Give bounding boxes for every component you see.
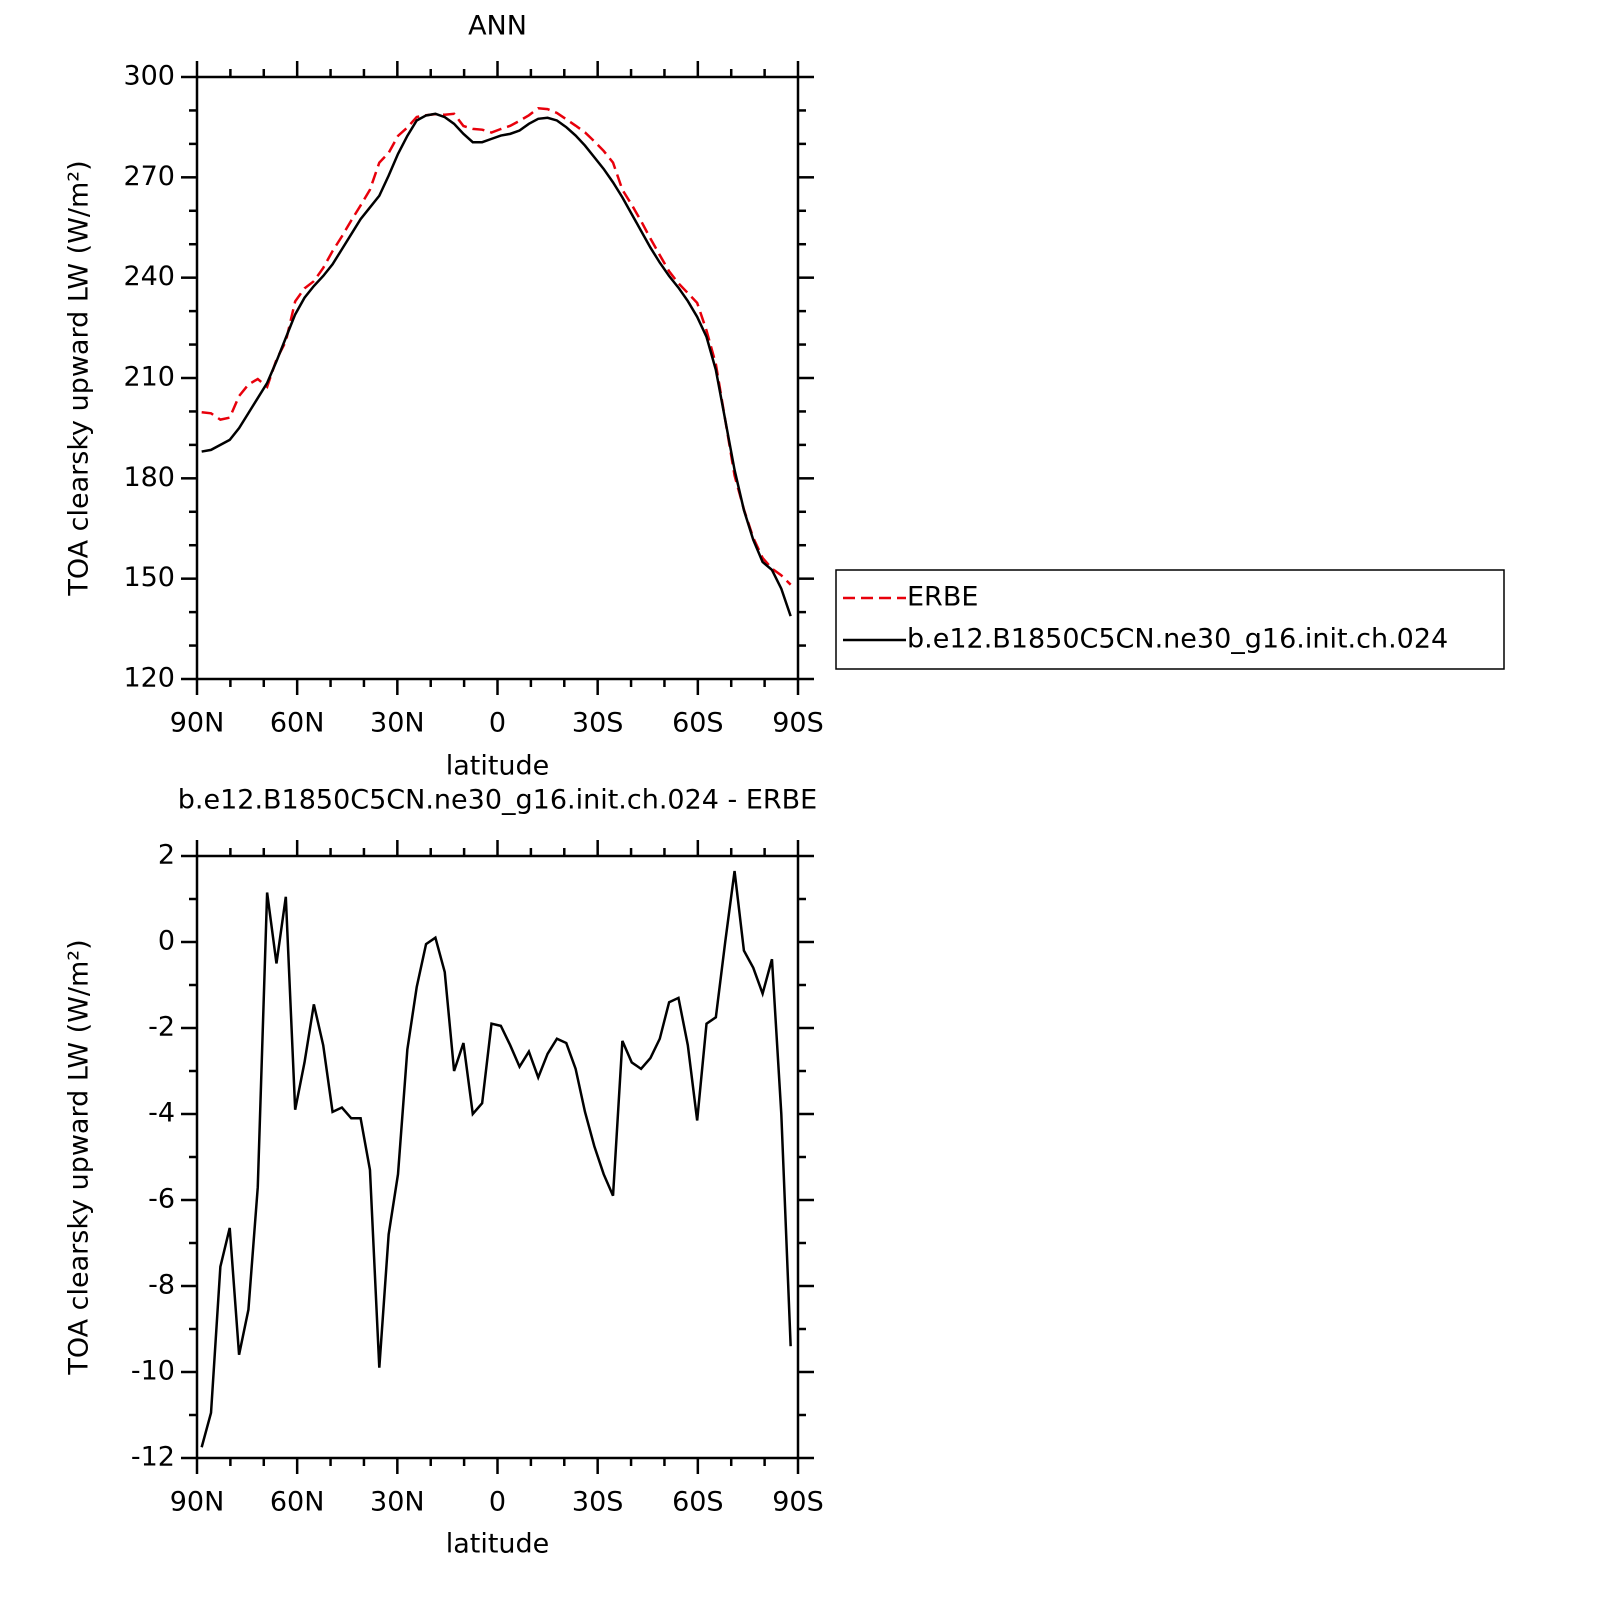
y-tick-label: 120 <box>123 663 175 694</box>
x-tick-label: 30S <box>572 1487 624 1518</box>
chart-title: b.e12.B1850C5CN.ne30_g16.init.ch.024 - E… <box>178 785 818 816</box>
y-tick-label: 180 <box>123 462 175 493</box>
y-tick-label: 2 <box>158 840 175 871</box>
y-tick-label: 0 <box>158 926 175 957</box>
x-tick-label: 0 <box>489 708 506 739</box>
x-tick-label: 90S <box>772 1487 824 1518</box>
plot-frame <box>195 75 800 681</box>
y-tick-label: -10 <box>131 1356 175 1387</box>
y-tick-label: 270 <box>123 161 175 192</box>
data-line <box>201 106 792 586</box>
x-tick-label: 60N <box>270 1487 325 1518</box>
x-tick-label: 60S <box>672 1487 724 1518</box>
chart-title: ANN <box>468 11 527 42</box>
x-tick-label: 0 <box>489 1487 506 1518</box>
x-axis-label: latitude <box>446 1529 550 1560</box>
x-tick-label: 90N <box>170 1487 225 1518</box>
y-axis-label: TOA clearsky upward LW (W/m²) <box>64 939 95 1375</box>
y-tick-label: 150 <box>123 562 175 593</box>
legend-label: ERBE <box>907 582 978 613</box>
y-tick-label: -4 <box>148 1098 175 1129</box>
y-axis-label: TOA clearsky upward LW (W/m²) <box>64 160 95 596</box>
x-axis-label: latitude <box>446 751 550 782</box>
legend-label: b.e12.B1850C5CN.ne30_g16.init.ch.024 <box>907 624 1448 655</box>
x-tick-label: 60N <box>270 708 325 739</box>
x-tick-label: 30N <box>370 1487 425 1518</box>
x-tick-label: 30S <box>572 708 624 739</box>
legend-box <box>835 569 1505 670</box>
x-tick-label: 30N <box>370 708 425 739</box>
x-tick-label: 90S <box>772 708 824 739</box>
y-tick-label: 210 <box>123 362 175 393</box>
y-tick-label: -6 <box>148 1184 175 1215</box>
data-line <box>201 112 792 617</box>
x-tick-label: 60S <box>672 708 724 739</box>
y-tick-label: -2 <box>148 1012 175 1043</box>
data-line <box>200 870 792 1448</box>
plot-frame <box>195 854 800 1460</box>
y-tick-label: -12 <box>131 1442 175 1473</box>
legend: ERBE b.e12.B1850C5CN.ne30_g16.init.ch.024 <box>835 569 1505 670</box>
x-tick-label: 90N <box>170 708 225 739</box>
y-tick-label: 300 <box>123 61 175 92</box>
y-tick-label: 240 <box>123 261 175 292</box>
y-tick-label: -8 <box>148 1270 175 1301</box>
